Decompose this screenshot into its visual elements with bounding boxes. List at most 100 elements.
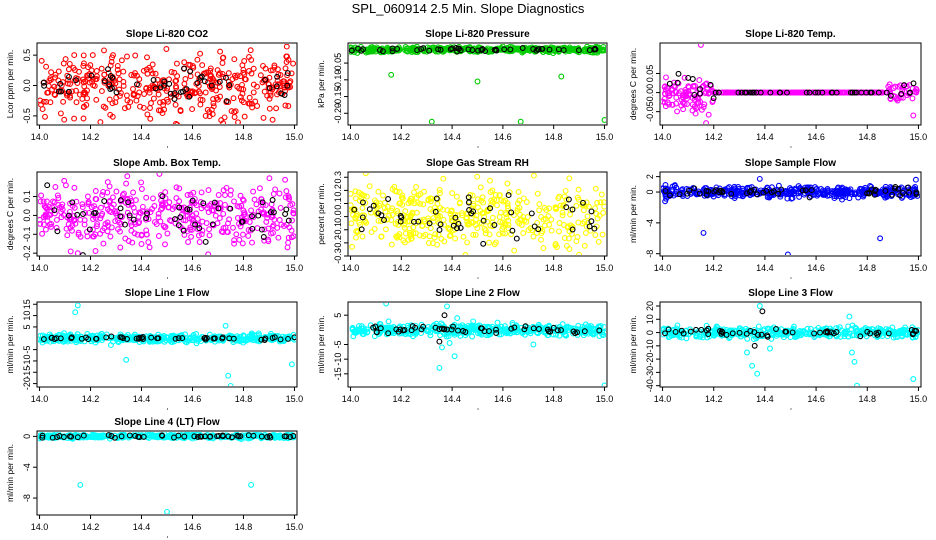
data-point: [44, 182, 51, 189]
data-point: [440, 326, 447, 333]
y-tick-label: -15: [333, 367, 343, 380]
data-point: [480, 199, 487, 206]
data-point: [51, 207, 58, 214]
data-point: [445, 224, 452, 231]
data-point: [770, 331, 777, 338]
points-layer: [349, 44, 606, 124]
data-point: [376, 47, 383, 53]
data-point: [288, 361, 295, 368]
data-point: [477, 184, 484, 191]
data-point: [100, 188, 107, 195]
y-tick-label: -40: [645, 379, 655, 392]
data-point: [829, 190, 836, 197]
data-point: [784, 251, 791, 255]
data-point: [398, 214, 405, 221]
data-point: [760, 189, 767, 196]
x-tick-label: 14.4: [133, 522, 151, 532]
data-point: [40, 198, 47, 205]
data-point: [269, 197, 276, 203]
data-point: [53, 335, 60, 342]
data-point: [583, 46, 590, 52]
points-layer: [38, 432, 296, 514]
data-point: [402, 230, 409, 237]
data-point: [731, 183, 738, 190]
data-point: [368, 229, 375, 236]
y-tick-label: -5: [22, 346, 32, 354]
data-point: [101, 433, 108, 440]
data-point: [889, 324, 896, 331]
data-point: [56, 204, 63, 211]
data-point: [261, 237, 268, 244]
y-tick-label: -0.05: [333, 53, 343, 74]
data-point: [397, 218, 404, 225]
data-point: [538, 236, 544, 243]
data-point: [662, 185, 669, 192]
data-point: [109, 100, 116, 107]
data-point: [51, 199, 58, 206]
data-point: [55, 195, 62, 201]
data-point: [662, 198, 669, 205]
data-point: [358, 47, 365, 54]
data-point: [228, 108, 235, 115]
data-point: [696, 333, 703, 340]
data-point: [234, 72, 241, 79]
data-point: [493, 330, 500, 336]
data-point: [694, 333, 700, 340]
data-point: [125, 199, 132, 206]
data-point: [463, 215, 470, 222]
data-point: [260, 62, 266, 69]
data-point: [359, 199, 366, 206]
data-point: [183, 86, 190, 93]
data-point: [123, 180, 130, 187]
data-point: [41, 82, 48, 89]
data-point: [349, 202, 354, 209]
data-point: [491, 241, 498, 248]
data-point: [788, 195, 795, 202]
data-point: [437, 46, 444, 53]
data-point: [761, 89, 768, 96]
y-tick-label: -10: [22, 354, 32, 367]
data-point: [359, 233, 366, 240]
data-point: [216, 78, 223, 85]
x-tick-label: 14.6: [184, 522, 202, 532]
data-point: [53, 224, 60, 231]
data-point: [98, 204, 104, 211]
data-point: [719, 189, 726, 196]
data-point: [349, 190, 354, 197]
data-point: [190, 64, 197, 71]
data-point: [168, 338, 175, 345]
data-point: [530, 341, 537, 348]
data-point: [164, 230, 171, 237]
data-point: [913, 191, 920, 197]
data-point: [284, 82, 291, 89]
data-point: [102, 104, 109, 111]
data-point: [833, 325, 840, 332]
data-point: [92, 196, 99, 202]
data-point: [396, 189, 403, 196]
data-point: [105, 432, 112, 439]
data-point: [842, 194, 849, 201]
y-tick-label: -8: [22, 494, 32, 502]
data-point: [685, 84, 692, 91]
data-point: [133, 97, 140, 104]
data-point: [55, 68, 62, 75]
data-point: [913, 88, 920, 95]
data-point: [291, 434, 296, 440]
data-point: [57, 110, 64, 117]
x-tick-label: 15.0: [286, 132, 304, 142]
data-point: [730, 187, 737, 194]
data-point: [258, 336, 265, 343]
data-point: [556, 193, 563, 200]
data-point: [475, 47, 482, 54]
data-point: [173, 195, 180, 202]
data-point: [824, 329, 831, 336]
data-point: [887, 92, 894, 99]
data-point: [65, 212, 72, 219]
data-point: [43, 198, 50, 205]
data-point: [219, 55, 226, 61]
data-point: [97, 230, 104, 237]
data-point: [106, 81, 113, 88]
y-tick-label: 0.1: [333, 197, 343, 210]
